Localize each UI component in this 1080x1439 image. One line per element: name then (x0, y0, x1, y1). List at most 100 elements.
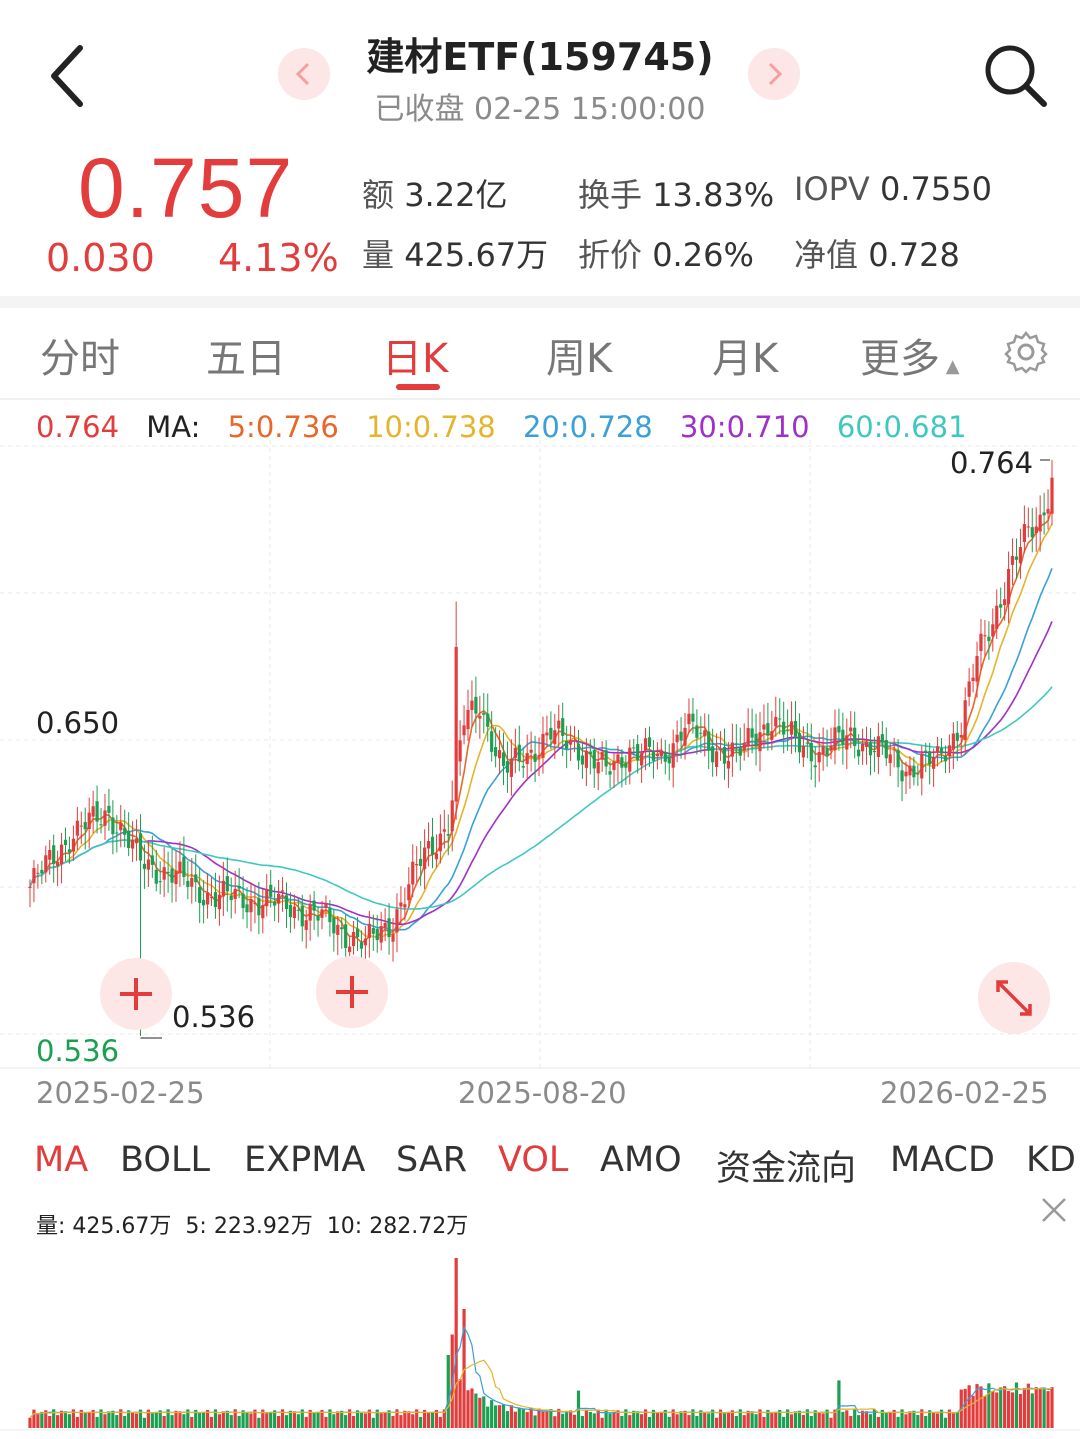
candle-body (734, 743, 738, 745)
kline-chart[interactable] (0, 440, 1080, 1070)
volume-bar (580, 1416, 585, 1428)
candle-body (320, 909, 324, 918)
volume-bar (71, 1409, 76, 1428)
candle-body (67, 849, 72, 853)
candle-body (525, 753, 529, 765)
close-icon[interactable] (1040, 1196, 1068, 1228)
indicator-ma[interactable]: MA (34, 1140, 89, 1180)
tab-monthly-k[interactable]: 月K (712, 336, 779, 382)
divider (0, 296, 1080, 308)
tab-more[interactable]: 更多 ▲ (860, 336, 960, 382)
volume-bar (308, 1409, 312, 1428)
candle-body (616, 754, 620, 763)
volume-bar (521, 1408, 525, 1428)
candle-body (1010, 556, 1015, 565)
volume-chart[interactable] (0, 1230, 1080, 1439)
candle-body (328, 907, 332, 923)
ma-label: MA: (146, 410, 201, 444)
candle-body (348, 946, 352, 953)
candle-body (805, 742, 809, 744)
candle-body (79, 825, 83, 827)
gear-icon[interactable] (1004, 330, 1048, 378)
volume-bar (734, 1415, 738, 1428)
volume-bar (604, 1409, 608, 1428)
volume-bar (750, 1411, 754, 1428)
market-status: 已收盘 02-25 15:00:00 (374, 92, 706, 127)
candle-body (935, 746, 940, 753)
candle-body (127, 830, 131, 849)
volume-bar (632, 1410, 636, 1428)
candle-body (158, 881, 162, 883)
candle-body (813, 765, 817, 768)
volume-bar (1003, 1386, 1007, 1428)
candle-body (553, 730, 557, 745)
candle-body (742, 742, 746, 751)
volume-bar (174, 1410, 178, 1428)
volume-bar (549, 1409, 553, 1428)
volume-bar (695, 1416, 699, 1428)
indicator-expma[interactable]: EXPMA (244, 1140, 366, 1180)
back-icon[interactable] (40, 40, 100, 110)
volume-bar (782, 1416, 786, 1428)
tab-weekly-k[interactable]: 周K (546, 336, 613, 382)
tab-daily-k[interactable]: 日K (382, 336, 449, 382)
candle-body (730, 742, 734, 757)
volume-bar (130, 1411, 135, 1428)
candle-body (403, 904, 407, 908)
volume-bar (95, 1416, 99, 1428)
candle-body (36, 872, 40, 874)
volume-bar (474, 1393, 478, 1428)
tab-five-day[interactable]: 五日 (206, 336, 286, 382)
candle-body (596, 762, 600, 774)
candle-body (726, 760, 731, 769)
indicator-amo[interactable]: AMO (600, 1140, 682, 1180)
volume-bar (714, 1417, 719, 1428)
candle-body (939, 748, 944, 754)
volume-bar (758, 1409, 762, 1428)
volume-bar (596, 1409, 600, 1428)
indicator-vol[interactable]: VOL (498, 1140, 569, 1180)
indicator-sar[interactable]: SAR (396, 1140, 468, 1180)
candle-body (233, 888, 237, 899)
candle-body (269, 884, 273, 897)
volume-bar (229, 1415, 233, 1428)
fullscreen-button[interactable] (978, 962, 1050, 1034)
candle-body (119, 822, 123, 831)
candle-body (671, 743, 675, 768)
candle-body (292, 906, 296, 918)
candle-body (857, 749, 861, 757)
previous-stock-button[interactable] (278, 48, 330, 100)
chevron-right-icon (768, 62, 783, 86)
volume-bar (1026, 1383, 1030, 1428)
add-marker-button-2[interactable] (316, 956, 388, 1028)
indicator-fund-flow[interactable]: 资金流向 (716, 1149, 857, 1189)
candle-body (146, 859, 150, 870)
volume-bar (221, 1411, 225, 1428)
candle-body (1006, 568, 1011, 605)
candle-body (801, 745, 806, 758)
candle-body (888, 754, 892, 764)
volume-bar (1006, 1391, 1011, 1428)
date-label-start: 2025-02-25 (36, 1076, 205, 1110)
candle-body (446, 834, 450, 836)
volume-bar (584, 1410, 588, 1428)
vol-ma10-value: 282.72万 (369, 1214, 469, 1239)
indicator-boll[interactable]: BOLL (120, 1140, 210, 1180)
stat-volume: 量 425.67万 (362, 236, 549, 274)
volume-bar (241, 1410, 245, 1428)
ma20-line (29, 568, 1053, 932)
indicator-macd[interactable]: MACD (890, 1140, 995, 1180)
search-icon[interactable] (980, 40, 1050, 110)
next-stock-button[interactable] (748, 48, 800, 100)
add-marker-button[interactable] (100, 958, 172, 1030)
indicator-kd[interactable]: KD (1026, 1140, 1076, 1180)
candle-body (880, 734, 884, 742)
volume-bar (935, 1413, 940, 1428)
volume-bar (434, 1409, 439, 1428)
tab-intraday[interactable]: 分时 (40, 336, 120, 382)
volume-bar (399, 1415, 403, 1428)
axis-low-label: 0.536 (36, 1034, 120, 1068)
volume-bar (908, 1411, 912, 1428)
candle-body (48, 850, 52, 860)
candle-body (513, 747, 517, 758)
